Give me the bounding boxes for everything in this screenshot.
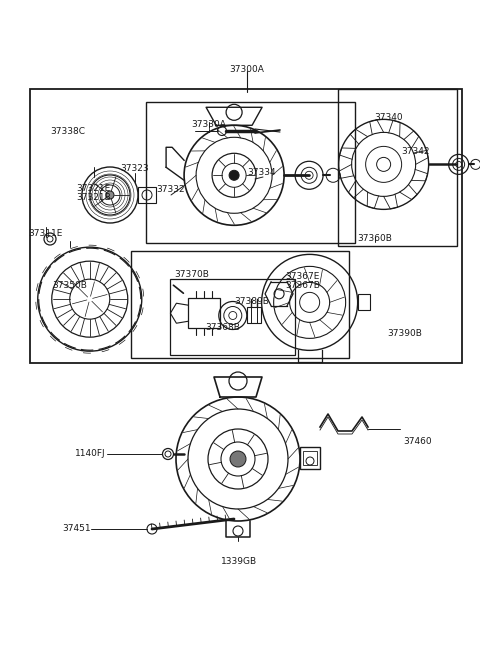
Bar [170, 279, 295, 355]
Circle shape [229, 170, 239, 180]
Circle shape [230, 451, 246, 467]
Text: 37342: 37342 [401, 147, 430, 156]
Text: 37321B: 37321B [76, 193, 111, 202]
Bar [146, 102, 355, 243]
Text: 37368B: 37368B [206, 323, 240, 332]
Text: 37370B: 37370B [175, 270, 209, 279]
Bar [131, 251, 349, 358]
Bar [338, 89, 457, 246]
Text: 37323: 37323 [120, 164, 149, 173]
Text: 37321E: 37321E [76, 184, 111, 193]
Text: 1339GB: 1339GB [221, 557, 257, 566]
Text: 37360B: 37360B [357, 234, 392, 243]
Text: 1140FJ: 1140FJ [75, 449, 106, 458]
Text: 37451: 37451 [62, 524, 91, 533]
Bar [30, 89, 462, 363]
Text: 37311E: 37311E [28, 229, 63, 238]
Text: 37338C: 37338C [50, 127, 85, 136]
Text: 37330A: 37330A [192, 120, 226, 129]
Text: 37390B: 37390B [387, 328, 422, 338]
Text: 37340: 37340 [374, 112, 403, 122]
Circle shape [106, 191, 114, 199]
Text: 37367E: 37367E [285, 272, 320, 281]
Text: 37460: 37460 [403, 437, 432, 446]
Text: 37389B: 37389B [235, 296, 269, 306]
Text: 37300A: 37300A [230, 64, 264, 74]
Text: 37350B: 37350B [52, 281, 87, 290]
Text: 37367B: 37367B [285, 281, 320, 290]
Text: 37332: 37332 [156, 185, 185, 194]
Text: 37334: 37334 [247, 168, 276, 177]
